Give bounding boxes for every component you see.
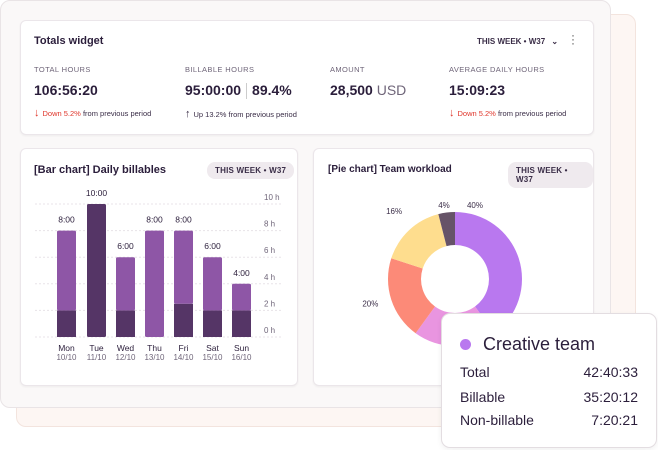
stat-value: 15:09:23: [449, 82, 506, 98]
team-color-dot: [460, 339, 471, 350]
change-suffix: from previous period: [82, 109, 152, 118]
stat-label: BILLABLE HOURS: [185, 65, 255, 74]
stat-amount: AMOUNT 28,500 USD: [330, 65, 406, 98]
period-label: THIS WEEK • W37: [477, 37, 546, 46]
period-badge[interactable]: THIS WEEK • W37: [508, 162, 593, 188]
arrow-up-icon: ↑: [185, 108, 191, 121]
row-label: Billable: [460, 389, 506, 405]
change-value: Down 5.2%: [457, 109, 496, 118]
stat-value: 28,500 USD: [330, 82, 406, 98]
tooltip-row-total: Total 42:40:33: [460, 364, 638, 380]
stat-billable-hours: BILLABLE HOURS 95:00:00 89.4% ↑ Up 13.2% f…: [185, 65, 297, 120]
totals-title: Totals widget: [34, 35, 104, 47]
totals-widget: Totals widget THIS WEEK • W37 ⌄ · · · TOTA…: [20, 20, 594, 135]
tooltip-header: Creative team: [460, 334, 595, 355]
team-name: Creative team: [483, 334, 596, 354]
stat-value: 106:56:20: [34, 82, 98, 98]
arrow-down-icon: ↓: [34, 107, 40, 119]
stat-change: ↓ Down 5.2% from previous period: [449, 107, 566, 119]
tooltip-row-billable: Billable 35:20:12: [460, 389, 638, 405]
row-value: 42:40:33: [583, 364, 639, 380]
period-badge[interactable]: THIS WEEK • W37: [207, 162, 295, 179]
stat-label: AMOUNT: [330, 65, 365, 74]
stat-value: 95:00:00 89.4%: [185, 82, 297, 100]
row-value: 7:20:21: [591, 412, 638, 428]
change-value: Up 13.2%: [193, 110, 227, 120]
billable-percent: 89.4%: [252, 82, 292, 98]
bar-chart-card: [Bar chart] Daily billables THIS WEEK • …: [20, 148, 298, 386]
change-suffix: from previous period: [497, 109, 567, 118]
change-value: Down 5.2%: [42, 109, 81, 118]
billable-value: 95:00:00: [185, 82, 242, 98]
stat-change: ↓ Down 5.2% from previous period: [34, 107, 151, 119]
team-tooltip: Creative team Total 42:40:33 Billable 35:2…: [441, 313, 657, 448]
period-dropdown[interactable]: THIS WEEK • W37 ⌄: [477, 37, 558, 46]
tooltip-row-non-billable: Non-billable 7:20:21: [460, 412, 638, 428]
row-label: Total: [460, 364, 490, 380]
stat-total-hours: TOTAL HOURS 106:56:20 ↓ Down 5.2% from pr…: [34, 65, 151, 119]
more-options-icon[interactable]: · · ·: [571, 28, 575, 50]
change-suffix: from previous period: [228, 110, 297, 120]
bar-chart-title: [Bar chart] Daily billables: [34, 164, 167, 176]
amount-unit: USD: [376, 82, 407, 98]
row-label: Non-billable: [460, 412, 534, 428]
chevron-down-icon: ⌄: [551, 37, 559, 46]
divider: [246, 83, 248, 100]
stat-average-daily-hours: AVERAGE DAILY HOURS 15:09:23 ↓ Down 5.2% …: [449, 65, 566, 119]
stat-label: TOTAL HOURS: [34, 65, 91, 74]
stat-change: ↑ Up 13.2% from previous period: [185, 108, 297, 120]
stat-label: AVERAGE DAILY HOURS: [449, 65, 545, 74]
pie-chart-title: [Pie chart] Team workload: [328, 164, 452, 175]
arrow-down-icon: ↓: [449, 107, 455, 119]
row-value: 35:20:12: [583, 389, 639, 405]
amount-value: 28,500: [330, 82, 373, 98]
